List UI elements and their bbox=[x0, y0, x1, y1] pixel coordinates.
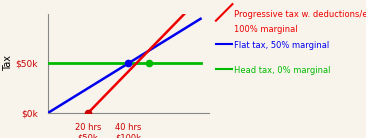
Text: Progressive tax w. deductions/exemptions: Progressive tax w. deductions/exemptions bbox=[234, 10, 366, 19]
Text: Head tax, 0% marginal: Head tax, 0% marginal bbox=[234, 66, 331, 75]
Text: Flat tax, 50% marginal: Flat tax, 50% marginal bbox=[234, 41, 329, 50]
Y-axis label: Tax: Tax bbox=[3, 55, 12, 71]
Text: 100% marginal: 100% marginal bbox=[234, 25, 298, 34]
